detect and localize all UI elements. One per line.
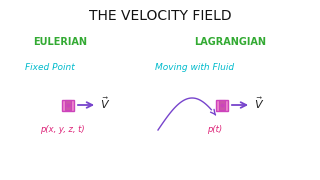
Text: EULERIAN: EULERIAN	[33, 37, 87, 47]
FancyBboxPatch shape	[216, 100, 228, 111]
Text: LAGRANGIAN: LAGRANGIAN	[194, 37, 266, 47]
FancyBboxPatch shape	[219, 100, 225, 110]
FancyBboxPatch shape	[65, 100, 71, 110]
Text: THE VELOCITY FIELD: THE VELOCITY FIELD	[89, 9, 231, 23]
FancyBboxPatch shape	[62, 100, 74, 111]
Text: p(x, y, z, t): p(x, y, z, t)	[40, 125, 84, 134]
Text: Fixed Point: Fixed Point	[25, 64, 75, 73]
Text: $\vec{V}$: $\vec{V}$	[254, 95, 264, 111]
Text: $\vec{V}$: $\vec{V}$	[100, 95, 110, 111]
Text: Moving with Fluid: Moving with Fluid	[155, 64, 234, 73]
Text: p(t): p(t)	[207, 125, 222, 134]
